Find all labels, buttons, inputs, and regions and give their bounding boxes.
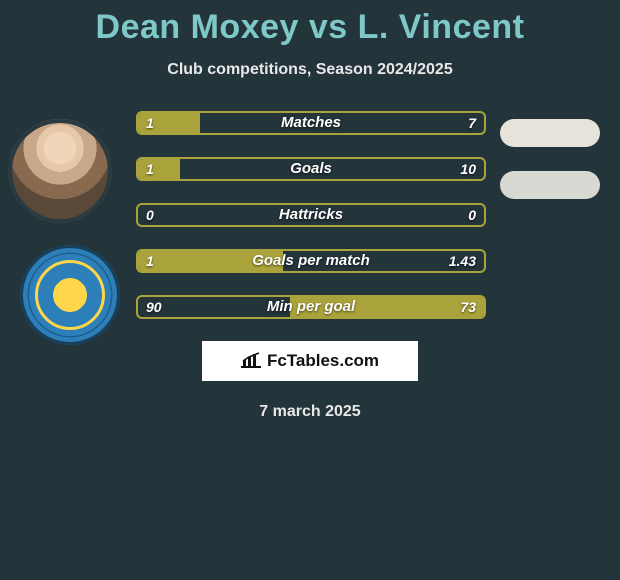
brand-box[interactable]: FcTables.com [202, 341, 418, 381]
left-avatars [8, 111, 118, 345]
date-label: 7 march 2025 [0, 403, 620, 421]
stat-bar: 9073Min per goal [136, 295, 486, 319]
stat-bar: 11.43Goals per match [136, 249, 486, 273]
comparison-content: 17Matches 110Goals 00Hattricks 11.43Goals p… [0, 111, 620, 421]
right-placeholders [500, 119, 600, 223]
stat-bar: 17Matches [136, 111, 486, 135]
bar-label: Goals per match [138, 251, 484, 271]
placeholder-oval-1 [500, 119, 600, 147]
club-badge [20, 245, 120, 345]
brand-label: FcTables.com [267, 351, 379, 371]
bar-label: Matches [138, 113, 484, 133]
bar-label: Hattricks [138, 205, 484, 225]
chart-icon [241, 352, 261, 371]
stat-bar: 110Goals [136, 157, 486, 181]
stat-bar: 00Hattricks [136, 203, 486, 227]
page-subtitle: Club competitions, Season 2024/2025 [0, 61, 620, 79]
bar-label: Goals [138, 159, 484, 179]
placeholder-oval-2 [500, 171, 600, 199]
stat-bars: 17Matches 110Goals 00Hattricks 11.43Goals p… [136, 111, 486, 319]
player-photo [8, 119, 112, 223]
page-title: Dean Moxey vs L. Vincent [0, 0, 620, 47]
bar-label: Min per goal [138, 297, 484, 317]
